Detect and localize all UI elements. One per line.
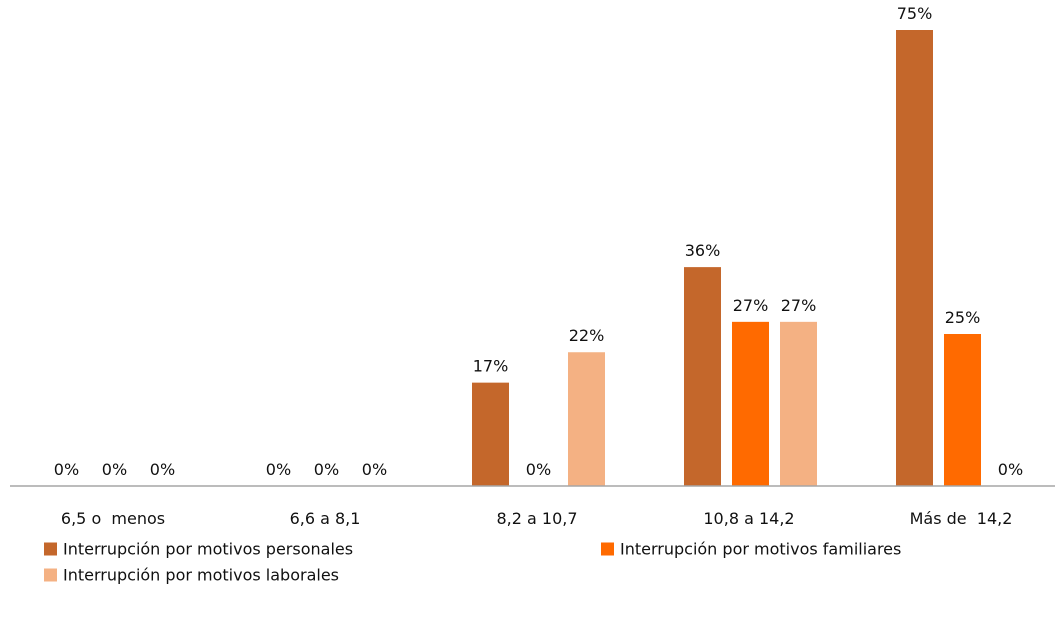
bar-personales-4 xyxy=(896,30,933,486)
value-label-laborales-1: 0% xyxy=(362,460,387,479)
category-labels-group: 6,5 o menos 6,6 a 8,1 8,2 a 10,7 10,8 a 14,… xyxy=(61,509,1013,528)
bar-personales-3 xyxy=(684,267,721,486)
value-label-familiares-2: 0% xyxy=(526,460,551,479)
value-label-personales-4: 75% xyxy=(897,4,933,23)
legend: Interrupción por motivos personales Inte… xyxy=(44,540,1044,621)
bar-laborales-2 xyxy=(568,352,605,486)
legend-swatch-personales xyxy=(44,542,57,556)
bar-chart: 0% 0% 0% 0% 0% 0% 17% 0% 22% 36% 27% 27% 75% 25% 0% 6,… xyxy=(10,4,1055,528)
category-label-0: 6,5 o menos xyxy=(61,509,165,528)
legend-item-personales: Interrupción por motivos personales xyxy=(44,540,353,559)
bars-group xyxy=(472,30,981,486)
value-label-personales-1: 0% xyxy=(266,460,291,479)
value-labels-group: 0% 0% 0% 0% 0% 0% 17% 0% 22% 36% 27% 27% 75% 25% 0% xyxy=(54,4,1023,479)
bar-familiares-3 xyxy=(732,321,769,486)
value-label-personales-3: 36% xyxy=(685,241,721,260)
value-label-laborales-3: 27% xyxy=(781,296,817,315)
bar-laborales-3 xyxy=(780,321,817,486)
legend-swatch-familiares xyxy=(601,542,614,556)
legend-label-personales: Interrupción por motivos personales xyxy=(63,539,354,559)
value-label-personales-2: 17% xyxy=(473,357,509,376)
category-label-1: 6,6 a 8,1 xyxy=(290,509,361,528)
value-label-familiares-1: 0% xyxy=(314,460,339,479)
legend-label-familiares: Interrupción por motivos familiares xyxy=(620,539,902,559)
category-label-2: 8,2 a 10,7 xyxy=(496,509,577,528)
legend-item-familiares: Interrupción por motivos familiares xyxy=(601,540,901,559)
value-label-laborales-2: 22% xyxy=(569,326,605,345)
bar-personales-2 xyxy=(472,382,509,486)
value-label-familiares-0: 0% xyxy=(102,460,127,479)
value-label-laborales-0: 0% xyxy=(150,460,175,479)
value-label-personales-0: 0% xyxy=(54,460,79,479)
bar-familiares-4 xyxy=(944,334,981,486)
legend-label-laborales: Interrupción por motivos laborales xyxy=(63,565,339,585)
legend-swatch-laborales xyxy=(44,568,57,582)
category-label-3: 10,8 a 14,2 xyxy=(703,509,794,528)
value-label-familiares-3: 27% xyxy=(733,296,769,315)
value-label-familiares-4: 25% xyxy=(945,308,981,327)
category-label-4: Más de 14,2 xyxy=(910,509,1013,528)
legend-item-laborales: Interrupción por motivos laborales xyxy=(44,566,339,585)
value-label-laborales-4: 0% xyxy=(998,460,1023,479)
